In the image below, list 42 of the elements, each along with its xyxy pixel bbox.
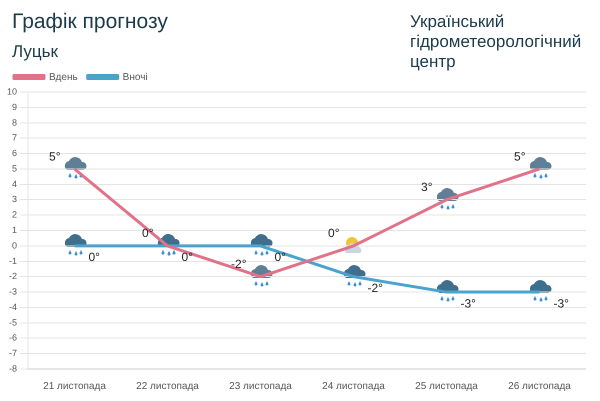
data-label: 3° [421,180,433,194]
y-tick-label: 10 [6,86,18,96]
y-tick-label: 0 [12,240,18,250]
y-tick-label: 2 [12,210,18,220]
chart-title: Графік прогнозу [12,10,168,34]
y-tick-label: -7 [8,348,18,358]
legend-label: Вдень [49,72,78,83]
y-tick-label: 8 [12,117,18,128]
y-tick-label: -2 [8,271,18,282]
y-tick-label: -3 [8,286,18,297]
y-tick-label: 1 [12,224,18,235]
data-label: 0° [88,250,100,264]
data-label: 0° [142,226,154,240]
data-label: 0° [182,250,194,264]
y-tick-label: -1 [8,256,18,266]
data-label: -2° [231,256,247,271]
data-label: -2° [368,280,384,295]
y-tick-label: -5 [8,317,18,328]
y-tick-label: -8 [8,363,18,374]
y-tick-label: -4 [8,302,18,312]
x-tick-label: 21 листопада [43,380,106,392]
data-label: -3° [460,296,476,310]
y-tick-label: -6 [8,332,18,343]
legend-label: Вночі [122,72,148,83]
y-tick-label: 9 [12,102,18,112]
y-tick-label: 6 [12,148,18,158]
x-tick-label: 24 листопада [322,380,386,392]
y-tick-label: 7 [12,132,18,143]
chart-subtitle: Луцьк [12,42,58,62]
text: Український гідрометеорологічний центр [410,12,582,72]
x-tick-label: 25 листопада [415,380,478,392]
x-tick-label: 22 листопада [136,380,200,392]
x-tick-label: 26 листопада [508,380,572,392]
data-label: 5° [514,149,526,164]
data-label: 0° [328,226,340,240]
y-tick-label: 5 [12,163,18,174]
data-label: 0° [274,250,286,264]
y-tick-label: 3 [12,194,18,204]
data-label: -3° [554,296,570,310]
y-tick-label: 4 [12,178,18,189]
x-tick-label: 23 листопада [229,380,292,392]
data-label: 5° [49,149,61,164]
